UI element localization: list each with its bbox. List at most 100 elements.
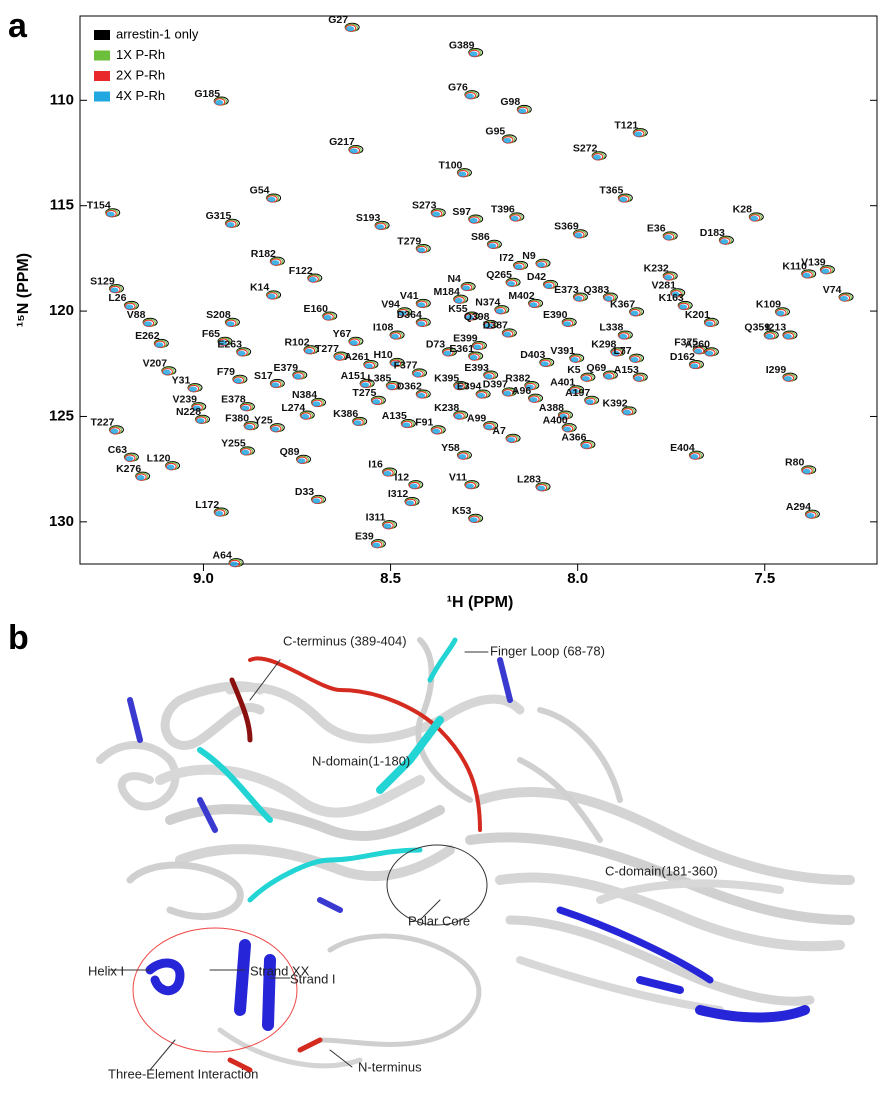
peak-contour bbox=[390, 332, 402, 340]
peak-contour bbox=[563, 321, 572, 327]
peak-contour bbox=[312, 498, 321, 504]
peak-label: I108 bbox=[373, 322, 394, 334]
peak-contour bbox=[562, 319, 574, 327]
peak-contour bbox=[191, 403, 203, 412]
peak-contour bbox=[143, 319, 155, 327]
peak-label: F380 bbox=[225, 412, 249, 424]
peak-label: R382 bbox=[505, 372, 530, 384]
peak-contour bbox=[619, 196, 628, 203]
peak-contour bbox=[573, 294, 585, 302]
peak-contour bbox=[297, 458, 306, 464]
peak-contour bbox=[529, 397, 538, 403]
peak-label: E263 bbox=[217, 339, 242, 351]
peak-contour bbox=[536, 483, 548, 492]
peak-contour bbox=[271, 260, 280, 266]
peak-contour bbox=[233, 378, 242, 384]
peak-contour bbox=[581, 375, 590, 382]
peak-contour bbox=[468, 49, 480, 58]
peak-contour bbox=[233, 376, 245, 384]
peak-contour bbox=[301, 413, 310, 420]
peak-label: R80 bbox=[785, 457, 804, 469]
peak-label: V391 bbox=[550, 345, 575, 357]
peak-label: L274 bbox=[281, 402, 305, 414]
peak-contour bbox=[214, 509, 226, 517]
peak-contour bbox=[237, 350, 246, 356]
peak-contour bbox=[110, 287, 119, 293]
peak-contour bbox=[465, 483, 474, 489]
peak-contour bbox=[783, 374, 795, 382]
peak-contour bbox=[679, 304, 688, 310]
structure-label: Strand XX bbox=[250, 963, 310, 978]
peak-label: G185 bbox=[194, 88, 220, 100]
peak-contour bbox=[215, 99, 224, 106]
peak-contour bbox=[633, 374, 645, 382]
peak-contour bbox=[308, 276, 317, 283]
peak-contour bbox=[383, 470, 392, 477]
peak-contour bbox=[592, 153, 604, 161]
peak-label: K109 bbox=[756, 299, 781, 311]
peak-contour bbox=[453, 382, 465, 391]
peak-contour bbox=[292, 372, 304, 380]
peak-contour bbox=[495, 308, 504, 314]
peak-contour bbox=[562, 424, 574, 433]
peak-contour bbox=[218, 338, 230, 346]
peak-contour bbox=[161, 368, 173, 376]
peak-contour bbox=[144, 321, 153, 327]
legend-swatch bbox=[94, 30, 110, 40]
peak-contour bbox=[323, 314, 332, 321]
peak-contour bbox=[136, 475, 145, 481]
peak-contour bbox=[469, 51, 478, 57]
peak-contour bbox=[465, 91, 477, 100]
peak-contour bbox=[215, 510, 224, 517]
peak-contour bbox=[457, 169, 469, 178]
peak-label: F79 bbox=[217, 366, 235, 378]
peak-contour bbox=[472, 342, 484, 351]
peak-label: S129 bbox=[90, 275, 115, 287]
peak-label: A135 bbox=[382, 410, 407, 422]
peak-label: Y67 bbox=[333, 328, 352, 340]
peak-contour bbox=[574, 232, 583, 238]
peak-contour bbox=[135, 473, 147, 481]
peak-contour bbox=[604, 373, 613, 380]
structure-label: N-terminus bbox=[358, 1059, 422, 1074]
peak-contour bbox=[266, 195, 278, 203]
peak-label: Q89 bbox=[280, 446, 300, 458]
peak-contour bbox=[473, 344, 482, 350]
peak-contour bbox=[693, 346, 705, 355]
peak-contour bbox=[432, 211, 441, 217]
peak-contour bbox=[704, 349, 716, 357]
peak-contour bbox=[536, 260, 548, 268]
peak-contour bbox=[349, 148, 358, 154]
peak-contour bbox=[502, 136, 514, 144]
peak-contour bbox=[765, 333, 774, 340]
peak-contour bbox=[558, 412, 570, 420]
peak-contour bbox=[109, 285, 121, 294]
peak-label: A64 bbox=[213, 549, 232, 561]
peak-contour bbox=[563, 426, 572, 432]
peak-label: G389 bbox=[449, 39, 475, 51]
peak-contour bbox=[468, 353, 480, 361]
y-tick-label: 120 bbox=[49, 302, 74, 319]
peak-contour bbox=[245, 424, 254, 430]
peak-contour bbox=[226, 321, 235, 327]
peak-contour bbox=[386, 382, 398, 391]
peak-contour bbox=[195, 416, 207, 424]
peak-label: S273 bbox=[412, 199, 437, 211]
peak-contour bbox=[304, 348, 313, 354]
peak-contour bbox=[390, 361, 399, 367]
legend-text: 1X P-Rh bbox=[116, 47, 165, 62]
peak-label: A7 bbox=[492, 425, 506, 437]
peak-label: A260 bbox=[685, 339, 710, 351]
peak-label: V281 bbox=[651, 280, 676, 292]
peak-contour bbox=[383, 523, 392, 529]
peak-contour bbox=[494, 306, 506, 315]
peak-label: R182 bbox=[251, 248, 276, 260]
peak-contour bbox=[528, 395, 540, 403]
peak-label: C63 bbox=[108, 444, 127, 456]
peak-label: A96 bbox=[512, 385, 531, 397]
structure-label: C-terminus (389-404) bbox=[283, 633, 407, 648]
peak-contour bbox=[240, 403, 252, 412]
peak-contour bbox=[454, 384, 463, 390]
peak-contour bbox=[510, 215, 519, 222]
peak-label: K201 bbox=[685, 309, 710, 321]
